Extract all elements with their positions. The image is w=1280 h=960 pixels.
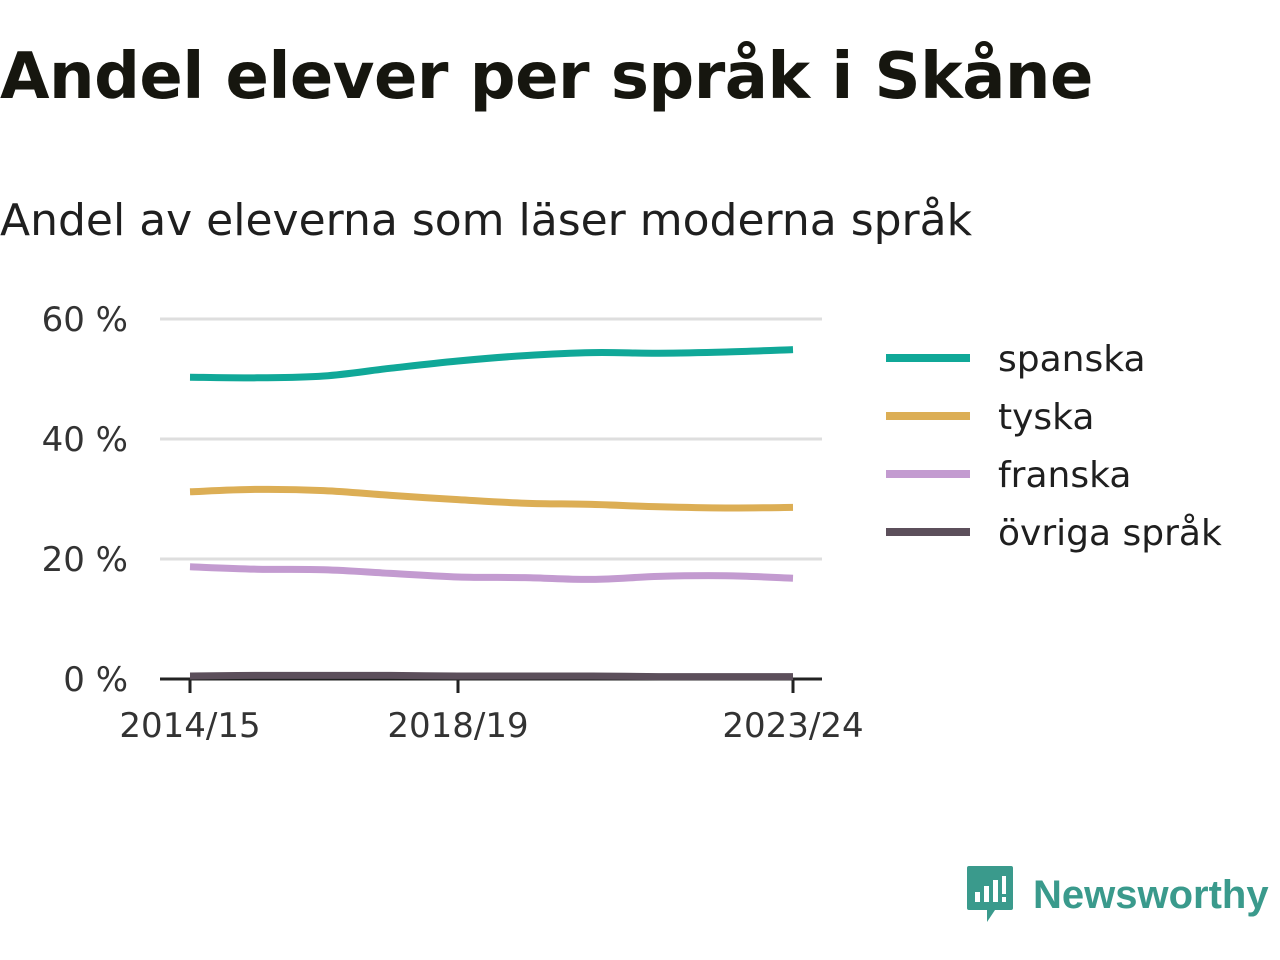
series-lines xyxy=(189,346,794,681)
y-axis-ticks: 0 % 20 % 40 % 60 % xyxy=(42,300,128,700)
y-tick-label: 0 % xyxy=(63,660,128,700)
series-line-tyska xyxy=(189,485,794,512)
newsworthy-logo-icon xyxy=(967,866,1013,922)
x-tick-label: 2014/15 xyxy=(119,706,260,746)
brand-name: Newsworthy xyxy=(1033,872,1269,917)
y-tick-label: 60 % xyxy=(42,300,128,340)
gridlines xyxy=(160,317,822,561)
legend-label: spanska xyxy=(998,339,1146,380)
x-axis-ticks: 2014/15 2018/19 2023/24 xyxy=(119,679,864,746)
series-line-franska xyxy=(189,563,794,583)
legend: spanska tyska franska övriga språk xyxy=(886,339,1222,554)
chart-title: Andel elever per språk i Skåne xyxy=(0,40,1093,114)
series-line-spanska xyxy=(189,346,794,382)
x-tick-label: 2023/24 xyxy=(722,706,863,746)
y-tick-label: 20 % xyxy=(42,540,128,580)
legend-label: övriga språk xyxy=(998,513,1222,554)
x-tick-label: 2018/19 xyxy=(387,706,528,746)
y-tick-label: 40 % xyxy=(42,420,128,460)
legend-label: tyska xyxy=(998,397,1094,438)
chart-subtitle: Andel av eleverna som läser moderna språ… xyxy=(0,195,973,246)
series-line-övriga-språk xyxy=(189,671,793,681)
legend-label: franska xyxy=(998,455,1131,496)
newsworthy-logo: Newsworthy xyxy=(965,864,1269,926)
